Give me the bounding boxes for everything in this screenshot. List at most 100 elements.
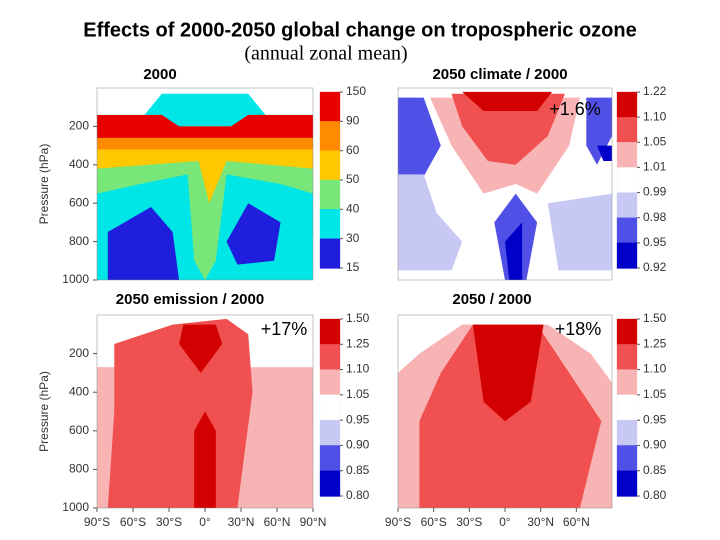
y-tick-label: 400 (69, 157, 89, 171)
contour-region (97, 145, 313, 280)
x-tick-label: 30°N (228, 515, 255, 529)
x-tick-label: 90°S (84, 515, 110, 529)
colorbar-label: 1.25 (346, 336, 370, 350)
y-tick-label: 1000 (62, 500, 89, 514)
colorbar-swatch (616, 369, 638, 396)
colorbar-label: 15 (346, 260, 360, 274)
colorbar-swatch (319, 419, 341, 447)
colorbar-label: 0.85 (643, 463, 667, 477)
y-tick-label: 200 (69, 346, 89, 360)
panel-title: 2050 climate / 2000 (432, 66, 567, 83)
contour-region (398, 97, 441, 184)
colorbar-swatch (616, 445, 638, 472)
y-tick-label: 200 (69, 119, 89, 133)
contour-region (179, 324, 223, 373)
panel-title: 2000 (143, 66, 176, 83)
contour-region (462, 91, 553, 112)
colorbar-label: 0.98 (643, 210, 667, 224)
contour-region (107, 207, 180, 280)
y-axis-label: Pressure (hPa) (37, 371, 51, 452)
colorbar-label: 30 (346, 231, 360, 245)
contour-region (505, 222, 523, 280)
colorbar-label: 1.50 (643, 311, 667, 325)
y-tick-label: 600 (69, 195, 89, 209)
colorbar-label: 0.90 (346, 438, 370, 452)
colorbar-label: 1.22 (643, 84, 667, 98)
slide-title: Effects of 2000-2050 global change on tr… (83, 19, 636, 41)
colorbar-swatch (319, 238, 341, 269)
colorbar-label: 0.95 (643, 235, 667, 249)
colorbar-label: 0.85 (346, 463, 370, 477)
colorbar-label: 0.95 (643, 412, 667, 426)
y-tick-label: 600 (69, 423, 89, 437)
plot-frame (397, 87, 613, 281)
colorbar-swatch (616, 344, 638, 371)
colorbar-swatch (616, 394, 638, 421)
x-tick-label: 60°N (264, 515, 291, 529)
x-tick-label: 0° (199, 515, 211, 529)
x-tick-label: 60°N (563, 515, 590, 529)
colorbar-swatch (319, 179, 341, 210)
colorbar-swatch (616, 142, 638, 169)
colorbar-label: 1.05 (346, 387, 370, 401)
x-tick-label: 30°S (456, 515, 482, 529)
colorbar-label: 1.50 (346, 311, 370, 325)
contour-region (547, 193, 612, 271)
x-tick-label: 30°N (527, 515, 554, 529)
colorbar-swatch (319, 150, 341, 181)
colorbar-swatch (319, 394, 341, 421)
colorbar-swatch (616, 419, 638, 447)
colorbar-swatch (319, 91, 341, 122)
contour-region (398, 174, 463, 271)
x-tick-label: 90°N (300, 515, 327, 529)
colorbar-label: 0.92 (643, 260, 667, 274)
y-tick-label: 400 (69, 384, 89, 398)
annotation: +18% (555, 319, 602, 339)
x-tick-label: 60°S (421, 515, 447, 529)
annotation: +17% (261, 319, 308, 339)
colorbar-swatch (616, 242, 638, 269)
contour-region (97, 88, 313, 115)
colorbar-label: 60 (346, 143, 360, 157)
contour-region (107, 318, 253, 508)
colorbar-label: 1.05 (643, 134, 667, 148)
y-axis-label: Pressure (hPa) (37, 144, 51, 225)
contour-region (97, 136, 313, 204)
colorbar-label: 1.05 (643, 387, 667, 401)
panel-title: 2050 / 2000 (452, 291, 531, 308)
colorbar-label: 0.80 (643, 488, 667, 502)
contour-region (472, 324, 544, 422)
colorbar-label: 40 (346, 202, 360, 216)
colorbar-label: 0.99 (643, 185, 667, 199)
annotation: +1.6% (549, 99, 601, 119)
x-tick-label: 30°S (156, 515, 182, 529)
colorbar-label: 1.10 (346, 362, 370, 376)
colorbar-swatch (319, 209, 341, 240)
colorbar-swatch (319, 369, 341, 396)
panel-title: 2050 emission / 2000 (116, 291, 264, 308)
y-tick-label: 800 (69, 234, 89, 248)
x-tick-label: 0° (499, 515, 511, 529)
colorbar-label: 150 (346, 84, 366, 98)
colorbar-label: 50 (346, 172, 360, 186)
colorbar-label: 0.95 (346, 412, 370, 426)
colorbar-label: 1.10 (643, 109, 667, 123)
contour-region (226, 203, 281, 265)
colorbar-swatch (616, 116, 638, 143)
colorbar-swatch (319, 445, 341, 472)
colorbar-label: 1.25 (643, 336, 667, 350)
colorbar-label: 0.80 (346, 488, 370, 502)
colorbar-label: 1.10 (643, 362, 667, 376)
slide-subtitle: (annual zonal mean) (244, 43, 407, 65)
colorbar-label: 90 (346, 114, 360, 128)
colorbar-label: 1.01 (643, 160, 667, 174)
contour-region (194, 411, 216, 508)
colorbar-label: 0.90 (643, 438, 667, 452)
colorbar-swatch (616, 192, 638, 219)
colorbar-swatch (319, 121, 341, 152)
x-tick-label: 90°S (385, 515, 411, 529)
contour-region (451, 93, 565, 165)
plot-frame (96, 87, 314, 281)
colorbar-swatch (616, 470, 638, 497)
